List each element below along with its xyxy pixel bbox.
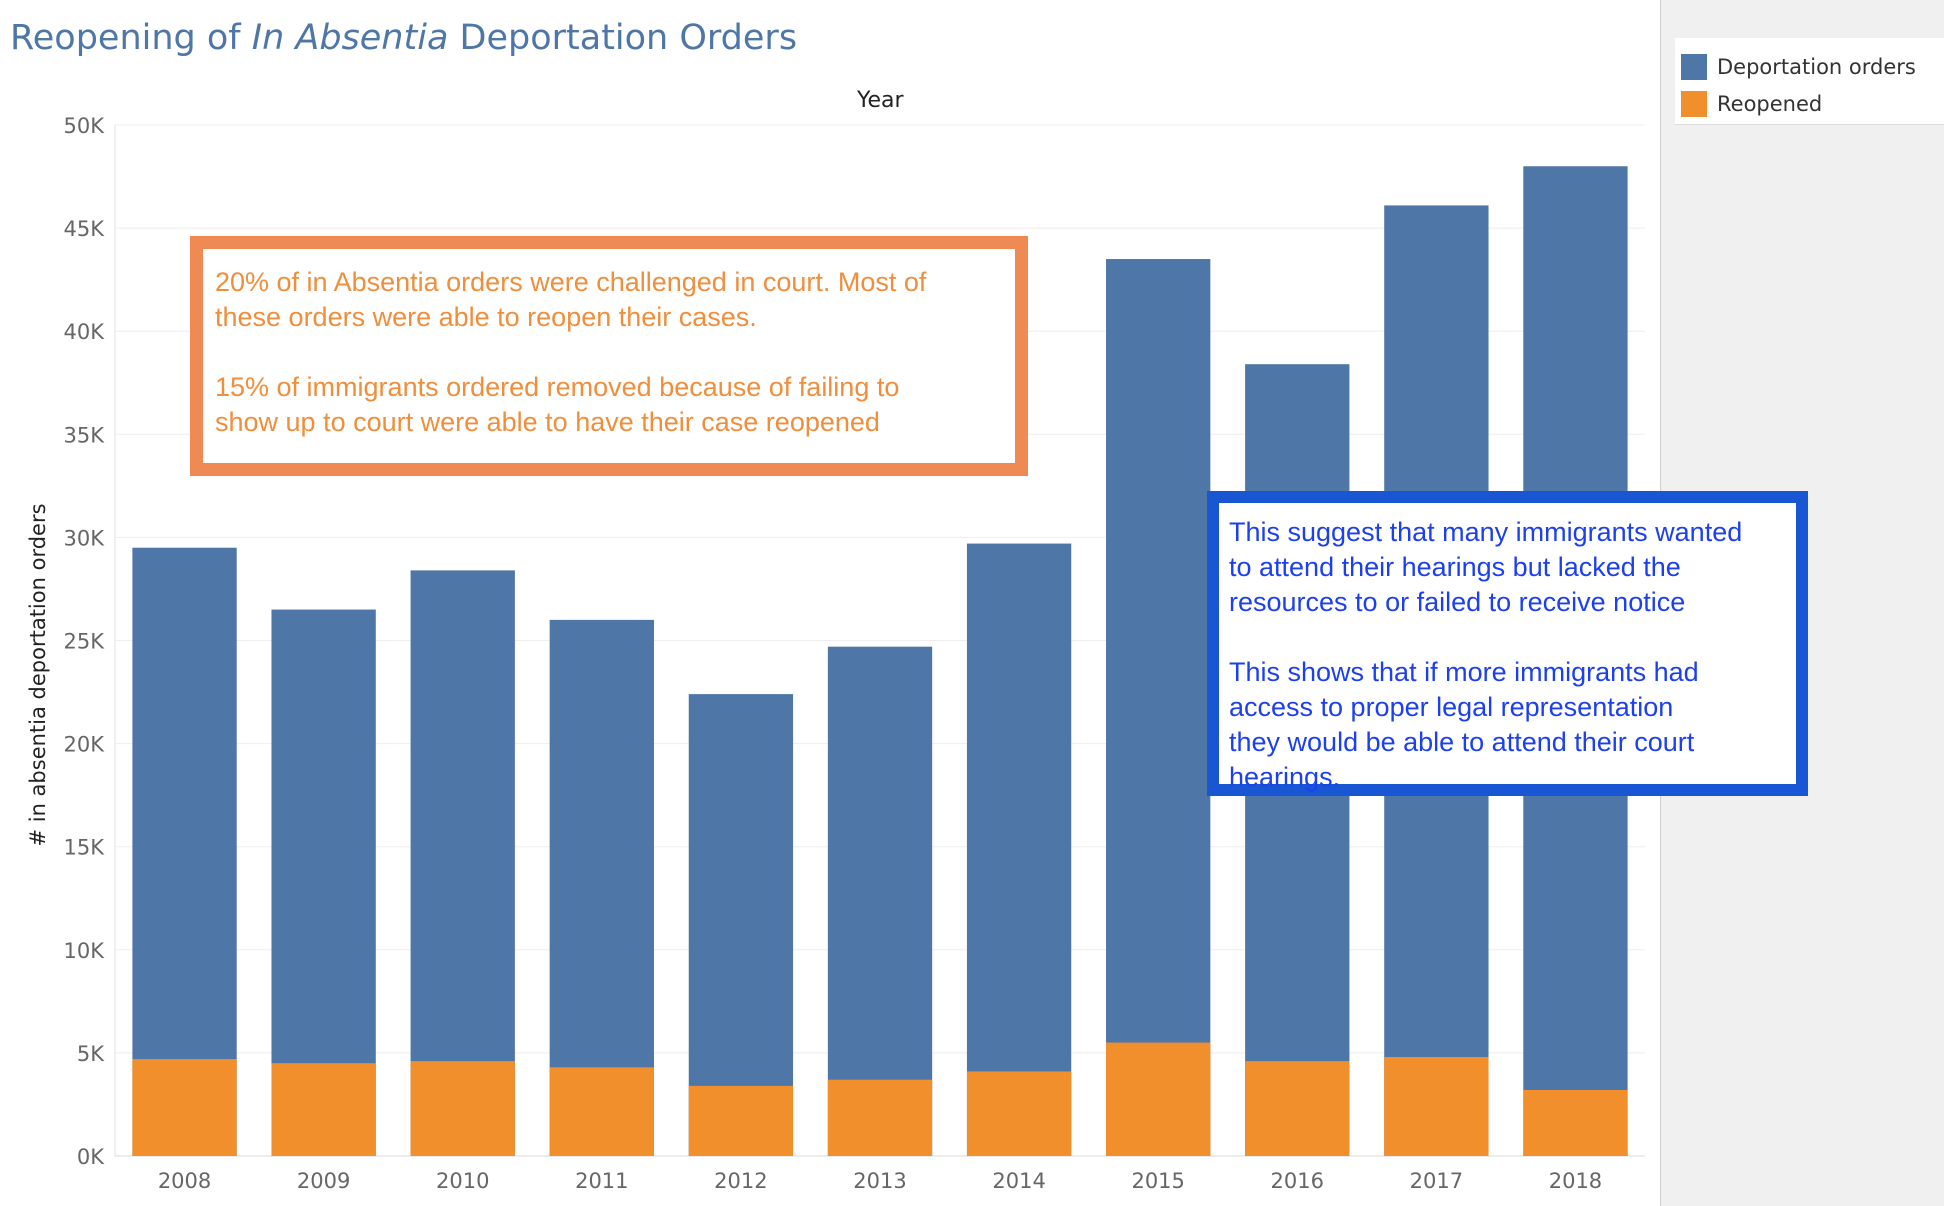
bar-reopened [271,1063,376,1156]
x-tick-label: 2010 [436,1169,489,1193]
blue-annotation-line: hearings. [1229,762,1341,792]
blue-annotation-line: resources to or failed to receive notice [1229,587,1686,617]
legend-label-deportation-orders: Deportation orders [1717,55,1916,79]
orange-annotation-line: show up to court were able to have their… [215,407,880,437]
y-tick-label: 5K [77,1042,105,1066]
bar-reopened [1523,1090,1628,1156]
legend-item-reopened[interactable]: Reopened [1681,91,1822,117]
y-tick-label: 40K [64,320,106,344]
x-tick-label: 2008 [158,1169,211,1193]
bar-deportation-orders [966,543,1072,1156]
x-tick-label: 2009 [297,1169,350,1193]
bar-deportation-orders [549,619,654,1156]
bar-reopened [827,1079,933,1156]
bar-reopened [549,1067,654,1156]
bar-deportation-orders [132,547,237,1156]
x-tick-label: 2015 [1131,1169,1184,1193]
blue-annotation-line: they would be able to attend their court [1229,727,1695,757]
legend-item-deportation-orders[interactable]: Deportation orders [1681,54,1916,80]
x-tick-label: 2012 [714,1169,767,1193]
orange-annotation-line: these orders were able to reopen their c… [215,302,757,332]
blue-annotation-line: to attend their hearings but lacked the [1229,552,1681,582]
bar-deportation-orders [1106,259,1211,1156]
y-tick-label: 15K [64,836,106,860]
legend-label-reopened: Reopened [1717,92,1823,116]
legend: Deportation orders Reopened [1675,38,1944,125]
x-tick-label: 2014 [992,1169,1045,1193]
legend-swatch-reopened [1681,91,1707,117]
title-suffix: Deportation Orders [448,18,798,58]
bar-reopened [1384,1057,1489,1156]
bar-reopened [410,1061,515,1156]
y-tick-label: 10K [64,939,106,963]
x-axis-title: Year [857,88,904,113]
y-tick-label: 30K [64,526,106,550]
y-tick-label: 45K [64,217,106,241]
bar-reopened [132,1059,237,1156]
y-tick-label: 35K [64,423,106,447]
orange-annotation-line: 15% of immigrants ordered removed becaus… [215,372,900,402]
blue-annotation[interactable]: This suggest that many immigrants wanted… [1207,491,1808,796]
bar-reopened [966,1071,1072,1156]
bar-deportation-orders [410,570,515,1156]
blue-annotation-line: This shows that if more immigrants had [1229,657,1699,687]
legend-swatch-deportation-orders [1681,54,1707,80]
x-tick-label: 2013 [853,1169,906,1193]
orange-annotation[interactable]: 20% of in Absentia orders were challenge… [190,236,1028,476]
x-tick-label: 2017 [1410,1169,1463,1193]
orange-annotation-line: 20% of in Absentia orders were challenge… [215,267,927,297]
chart-title: Reopening of In Absentia Deportation Ord… [10,18,797,58]
x-tick-label: 2018 [1549,1169,1602,1193]
bar-deportation-orders [827,646,933,1156]
title-italic: In Absentia [251,18,449,58]
bar-deportation-orders [688,694,794,1156]
bar-reopened [1106,1042,1211,1156]
y-tick-label: 50K [64,114,106,138]
y-tick-label: 20K [64,733,106,757]
x-tick-label: 2011 [575,1169,628,1193]
bar-reopened [1245,1061,1350,1156]
y-tick-label: 0K [77,1145,105,1169]
blue-annotation-line: This suggest that many immigrants wanted [1229,517,1743,547]
bar-reopened [688,1085,794,1156]
y-tick-label: 25K [64,630,106,654]
blue-annotation-line: access to proper legal representation [1229,692,1674,722]
title-prefix: Reopening of [10,18,252,58]
x-tick-label: 2016 [1271,1169,1324,1193]
